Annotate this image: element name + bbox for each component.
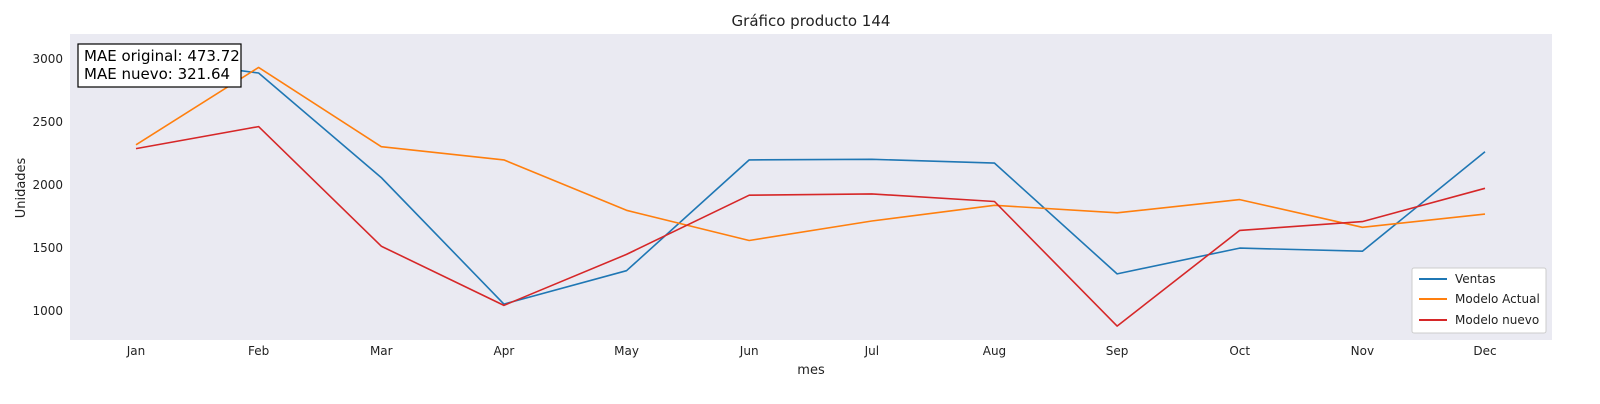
legend-label-modelo-actual: Modelo Actual xyxy=(1455,292,1540,306)
y-tick-label: 2500 xyxy=(32,115,63,129)
y-tick-label: 2000 xyxy=(32,178,63,192)
series-line-ventas xyxy=(135,55,1486,305)
x-tick-label: Dec xyxy=(1473,344,1496,358)
mae-nuevo-text: MAE nuevo: 321.64 xyxy=(84,65,230,83)
x-tick-label: Nov xyxy=(1351,344,1374,358)
legend-label-ventas: Ventas xyxy=(1455,272,1496,286)
x-tick-label: Jun xyxy=(739,344,759,358)
series-line-modelo-nuevo xyxy=(135,125,1486,327)
y-tick-labels: 1000 1500 2000 2500 3000 xyxy=(32,52,63,318)
x-tick-label: Aug xyxy=(983,344,1006,358)
x-tick-label: Oct xyxy=(1229,344,1250,358)
y-tick-label: 3000 xyxy=(32,52,63,66)
x-tick-label: Jul xyxy=(864,344,879,358)
y-tick-label: 1500 xyxy=(32,241,63,255)
legend: Ventas Modelo Actual Modelo nuevo xyxy=(1411,267,1547,334)
x-tick-label: Jan xyxy=(126,344,146,358)
x-tick-label: Apr xyxy=(494,344,515,358)
x-axis-label: mes xyxy=(797,363,825,378)
chart-title: Gráfico producto 144 xyxy=(732,12,891,30)
x-tick-label: Sep xyxy=(1106,344,1129,358)
y-tick-label: 1000 xyxy=(32,304,63,318)
series-line-modelo-actual xyxy=(135,66,1486,242)
x-tick-label: Feb xyxy=(248,344,269,358)
x-tick-label: May xyxy=(614,344,639,358)
legend-label-modelo-nuevo: Modelo nuevo xyxy=(1455,313,1539,327)
mae-original-text: MAE original: 473.72 xyxy=(84,47,240,65)
x-tick-label: Mar xyxy=(370,344,393,358)
x-tick-labels: Jan Feb Mar Apr May Jun Jul Aug Sep Oct Nov Dec xyxy=(126,344,1497,358)
mae-annotation-box: MAE original: 473.72 MAE nuevo: 321.64 xyxy=(77,43,242,88)
plot-area xyxy=(70,34,1552,340)
y-axis-label: Unidades xyxy=(14,157,29,218)
series-layer xyxy=(135,55,1486,327)
